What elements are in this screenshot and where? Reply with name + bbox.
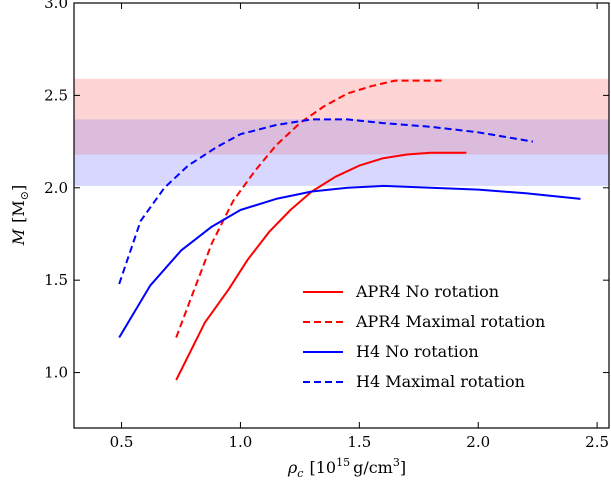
legend-label-2: APR4 Maximal rotation bbox=[355, 312, 545, 331]
y-tick-label: 1.0 bbox=[44, 364, 68, 382]
series-line-1 bbox=[175, 151, 467, 381]
x-axis-label: ρc [1015 g/cm3] bbox=[287, 456, 406, 480]
legend-label-1: APR4 No rotation bbox=[355, 282, 499, 301]
y-tick-label: 3.0 bbox=[44, 0, 68, 12]
series-line-2 bbox=[175, 79, 443, 338]
x-tick-label: 2.0 bbox=[466, 433, 490, 451]
y-tick-label: 2.5 bbox=[44, 86, 68, 104]
x-tick-label: 2.5 bbox=[585, 433, 609, 451]
y-tick-label: 1.5 bbox=[44, 271, 68, 289]
legend-label-4: H4 Maximal rotation bbox=[356, 372, 525, 391]
x-tick-label: 1.5 bbox=[347, 433, 371, 451]
band-overlap bbox=[74, 119, 609, 155]
x-tick-label: 0.5 bbox=[110, 433, 134, 451]
y-axis-label: M[M⊙] bbox=[9, 185, 31, 246]
series-layer bbox=[118, 79, 581, 381]
plot-frame bbox=[73, 2, 610, 429]
series-line-4 bbox=[118, 118, 534, 285]
series-line-3 bbox=[118, 184, 581, 339]
legend-label-3: H4 No rotation bbox=[356, 342, 479, 361]
band-layer bbox=[74, 78, 609, 186]
x-tick-label: 1.0 bbox=[229, 433, 253, 451]
legend: APR4 No rotation APR4 Maximal rotation H4 … bbox=[303, 282, 545, 391]
tick-layer: 0.5 1.0 1.5 2.0 2.5 1.0 1.5 2.0 2.5 3.0 bbox=[44, 0, 609, 451]
y-tick-label: 2.0 bbox=[44, 179, 68, 197]
